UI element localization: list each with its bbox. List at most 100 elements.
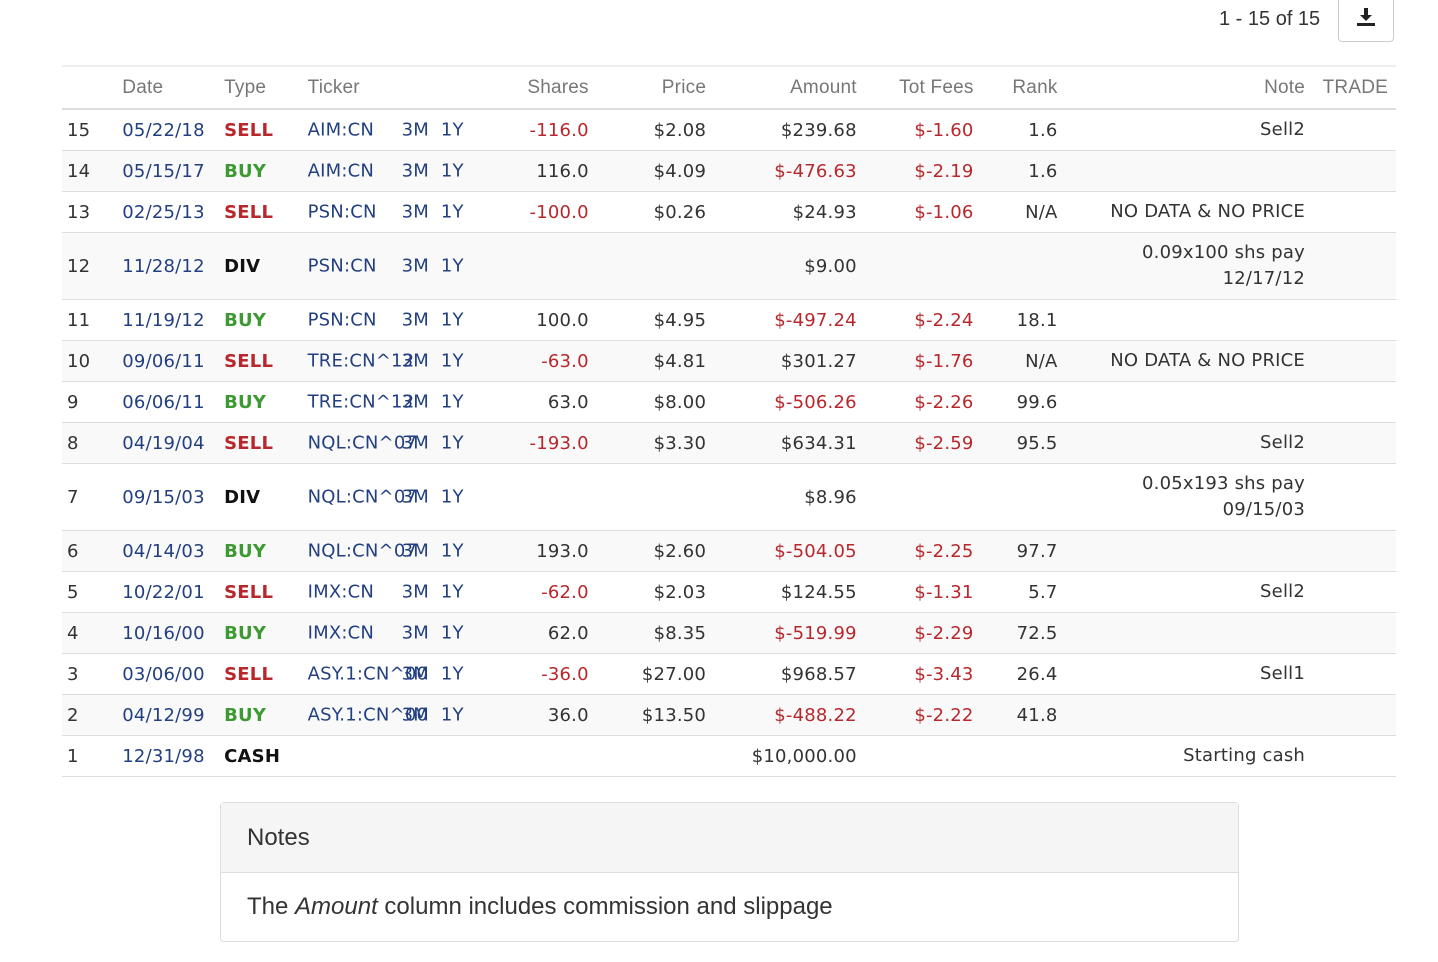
col-amount[interactable]: Amount [714,65,865,110]
shares-cell: -63.0 [495,340,597,382]
shares-cell: -116.0 [495,109,597,151]
trade-cell [1313,571,1396,613]
ticker-link[interactable]: NQL:CN^07 [307,432,418,454]
shares-cell: 63.0 [495,381,597,423]
ticker-link[interactable]: NQL:CN^07 [307,540,418,562]
trade-date-link[interactable]: 05/22/18 [114,109,217,151]
amount-cell: $-497.24 [714,299,865,341]
trade-date-link[interactable]: 09/15/03 [114,463,217,531]
trade-cell [1313,340,1396,382]
ticker-link[interactable]: AIM:CN [307,160,375,182]
note-cell: Sell2 [1065,571,1314,613]
trade-date-link[interactable]: 04/19/04 [114,422,217,464]
rank-cell: 99.6 [981,381,1066,423]
fees-cell: $-2.25 [864,530,982,572]
price-cell: $0.26 [596,191,715,233]
rank-cell: N/A [981,340,1066,382]
ticker-link[interactable]: NQL:CN^07 [307,486,418,508]
col-shares[interactable]: Shares [495,65,597,110]
col-note[interactable]: Note [1065,65,1314,110]
col-date[interactable]: Date [114,65,217,110]
col-price[interactable]: Price [596,65,715,110]
col-rank[interactable]: Rank [981,65,1066,110]
col-index [62,65,115,110]
ticker-link[interactable]: PSN:CN [307,255,377,277]
rank-cell: 1.6 [981,150,1066,192]
chart-range-links[interactable]: 3M 1Y [401,486,464,508]
shares-cell: 193.0 [495,530,597,572]
chart-range-links[interactable]: 3M 1Y [401,432,464,454]
rank-cell: 5.7 [981,571,1066,613]
table-row: 10 09/06/11 SELL TRE:CN^12 3M 1Y -63.0 $4.81 $3… [62,340,1396,382]
col-ticker[interactable]: Ticker [299,65,496,110]
fees-cell: $-2.59 [864,422,982,464]
row-index: 1 [62,735,115,777]
row-index: 4 [62,612,115,654]
notes-title: Notes [221,803,1238,873]
chart-range-links[interactable]: 3M 1Y [401,622,464,644]
row-index: 7 [62,463,115,531]
trade-date-link[interactable]: 04/12/99 [114,694,217,736]
ticker-link[interactable]: TRE:CN^12 [307,391,415,413]
amount-cell: $-506.26 [714,381,865,423]
trade-date-link[interactable]: 06/06/11 [114,381,217,423]
chart-range-links[interactable]: 3M 1Y [401,540,464,562]
ticker-link[interactable]: TRE:CN^12 [307,350,415,372]
chart-range-links[interactable]: 3M 1Y [401,581,464,603]
trade-type: SELL [216,191,300,233]
chart-range-links[interactable]: 3M 1Y [401,704,464,726]
ticker-cell: NQL:CN^07 3M 1Y [299,422,496,464]
fees-cell: $-3.43 [864,653,982,695]
trade-type: BUY [216,694,300,736]
chart-range-links[interactable]: 3M 1Y [401,255,464,277]
ticker-cell: TRE:CN^12 3M 1Y [299,340,496,382]
col-type[interactable]: Type [216,65,300,110]
trade-date-link[interactable]: 05/15/17 [114,150,217,192]
note-cell [1065,150,1314,192]
fees-cell: $-1.31 [864,571,982,613]
fees-cell: $-1.06 [864,191,982,233]
rank-cell [981,232,1066,300]
ticker-cell: ASY.1:CN^00 3M 1Y [299,653,496,695]
trade-date-link[interactable]: 11/19/12 [114,299,217,341]
trade-date-link[interactable]: 03/06/00 [114,653,217,695]
trade-date-link[interactable]: 10/22/01 [114,571,217,613]
ticker-link[interactable]: ASY.1:CN^00 [307,704,429,726]
ticker-link[interactable]: PSN:CN [307,201,377,223]
chart-range-links[interactable]: 3M 1Y [401,350,464,372]
ticker-link[interactable]: ASY.1:CN^00 [307,663,429,685]
col-tot-fees[interactable]: Tot Fees [864,65,982,110]
trade-date-link[interactable]: 12/31/98 [114,735,217,777]
row-index: 5 [62,571,115,613]
ticker-link[interactable]: IMX:CN [307,622,375,644]
rank-cell: 41.8 [981,694,1066,736]
note-cell [1065,694,1314,736]
notes-panel: Notes The Amount column includes commiss… [220,802,1239,942]
chart-range-links[interactable]: 3M 1Y [401,391,464,413]
note-cell [1065,299,1314,341]
row-index: 15 [62,109,115,151]
ticker-link[interactable]: PSN:CN [307,309,377,331]
ticker-link[interactable]: IMX:CN [307,581,375,603]
chart-range-links[interactable]: 3M 1Y [401,309,464,331]
ticker-cell: ASY.1:CN^00 3M 1Y [299,694,496,736]
trade-date-link[interactable]: 02/25/13 [114,191,217,233]
rank-cell [981,735,1066,777]
download-button[interactable] [1338,0,1394,42]
fees-cell: $-2.24 [864,299,982,341]
chart-range-links[interactable]: 3M 1Y [401,160,464,182]
trade-cell [1313,530,1396,572]
trade-date-link[interactable]: 11/28/12 [114,232,217,300]
trade-date-link[interactable]: 04/14/03 [114,530,217,572]
trade-date-link[interactable]: 10/16/00 [114,612,217,654]
trade-cell [1313,735,1396,777]
pagination-info: 1 - 15 of 15 [1219,8,1321,30]
trade-date-link[interactable]: 09/06/11 [114,340,217,382]
trade-type: DIV [216,232,300,300]
rank-cell: 26.4 [981,653,1066,695]
ticker-link[interactable]: AIM:CN [307,119,375,141]
chart-range-links[interactable]: 3M 1Y [401,119,464,141]
table-row: 7 09/15/03 DIV NQL:CN^07 3M 1Y $8.96 0.05x193 … [62,463,1396,531]
chart-range-links[interactable]: 3M 1Y [401,663,464,685]
chart-range-links[interactable]: 3M 1Y [401,201,464,223]
